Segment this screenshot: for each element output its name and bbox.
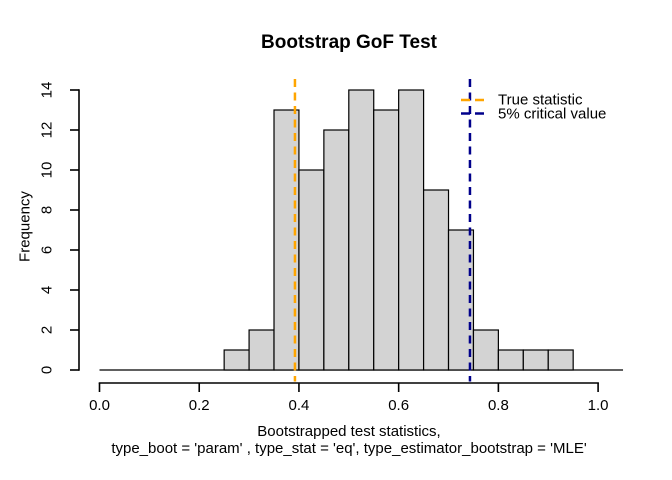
- x-axis-tick-label: 0.2: [189, 397, 210, 414]
- y-axis-tick-label: 12: [39, 122, 56, 139]
- histogram-bar: [497, 349, 524, 371]
- histogram-bar: [373, 109, 400, 371]
- legend-item-label: 5% critical value: [498, 106, 606, 123]
- x-axis-tick-label: 0.4: [289, 397, 310, 414]
- histogram-bar: [522, 349, 549, 371]
- x-axis-tick-label: 0.6: [388, 397, 409, 414]
- y-axis-tick-label: 4: [39, 286, 56, 294]
- histogram-bar: [248, 329, 275, 371]
- x-axis-tick-label: 1.0: [588, 397, 609, 414]
- x-axis-tick-label: 0.8: [488, 397, 509, 414]
- y-axis-tick-label: 10: [39, 162, 56, 179]
- y-axis-tick-label: 14: [39, 82, 56, 99]
- y-axis-label: Frequency: [16, 191, 34, 262]
- x-axis-label-line2: type_boot = 'param' , type_stat = 'eq', …: [111, 440, 587, 457]
- x-axis-label-line1: Bootstrapped test statistics,: [257, 423, 441, 440]
- y-axis-tick-label: 6: [39, 246, 56, 254]
- histogram-bar: [298, 169, 325, 371]
- histogram-bar: [398, 89, 425, 371]
- y-axis-tick-label: 8: [39, 206, 56, 214]
- histogram-bar: [547, 349, 574, 371]
- histogram-bar: [348, 89, 375, 371]
- histogram-bar: [323, 129, 350, 371]
- y-axis-tick-label: 0: [39, 366, 56, 374]
- x-axis-label: Bootstrapped test statistics, type_boot …: [26, 423, 672, 457]
- y-axis-tick-label: 2: [39, 326, 56, 334]
- histogram-bar: [472, 329, 499, 371]
- histogram-bar: [223, 349, 250, 371]
- chart-title: Bootstrap GoF Test: [261, 32, 437, 53]
- x-axis-tick-label: 0.0: [89, 397, 110, 414]
- legend-item-label: True statistic: [498, 92, 583, 109]
- histogram-bar: [422, 189, 450, 371]
